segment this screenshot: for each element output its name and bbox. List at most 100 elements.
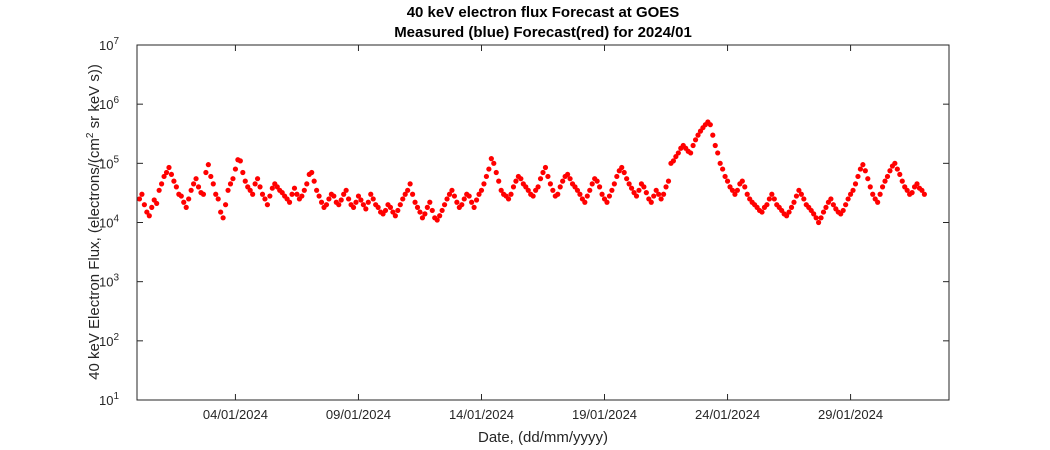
data-point <box>909 190 915 196</box>
x-tick-label: 09/01/2024 <box>326 407 391 422</box>
data-point <box>801 196 807 202</box>
data-point <box>336 202 342 208</box>
data-point <box>478 187 485 193</box>
data-point <box>658 196 664 202</box>
data-point <box>695 132 701 138</box>
data-point <box>350 204 357 210</box>
data-point <box>540 169 546 176</box>
data-point <box>461 196 467 202</box>
data-point <box>633 193 640 199</box>
data-point <box>424 204 430 210</box>
data-point <box>382 207 389 214</box>
data-point <box>363 206 369 212</box>
data-point <box>466 193 472 199</box>
data-point <box>574 187 581 193</box>
data-point <box>414 204 421 210</box>
data-point <box>887 168 893 174</box>
data-point <box>368 191 374 197</box>
chart-subtitle: Measured (blue) Forecast(red) for 2024/0… <box>394 24 692 41</box>
data-point <box>636 187 642 193</box>
data-point <box>759 209 765 215</box>
data-point <box>715 150 721 156</box>
data-point <box>136 196 143 202</box>
data-point <box>852 181 859 187</box>
data-point <box>178 193 184 199</box>
data-point <box>469 199 475 205</box>
data-point <box>879 184 886 190</box>
data-point <box>855 173 861 180</box>
data-point <box>341 191 347 197</box>
data-point <box>594 178 600 184</box>
y-tick-label: 102 <box>99 332 119 349</box>
data-point <box>840 207 846 214</box>
data-point <box>823 204 829 210</box>
data-point <box>252 181 258 187</box>
data-point <box>660 191 667 197</box>
data-point <box>488 156 494 162</box>
data-point <box>471 204 477 210</box>
data-point <box>505 196 512 202</box>
data-point <box>190 181 197 187</box>
data-point <box>619 164 625 171</box>
data-point <box>860 162 866 168</box>
data-point <box>692 137 699 143</box>
data-point <box>213 191 219 197</box>
data-point <box>146 213 152 219</box>
data-point <box>545 173 551 180</box>
data-point <box>429 207 435 214</box>
data-point <box>326 196 332 202</box>
data-point <box>208 173 214 180</box>
data-point <box>365 199 371 205</box>
data-point <box>476 191 482 197</box>
data-point <box>316 193 322 199</box>
data-point <box>892 160 898 166</box>
data-point <box>181 199 187 205</box>
data-point <box>353 199 359 205</box>
data-point <box>764 202 770 208</box>
x-tick-label: 04/01/2024 <box>203 407 268 422</box>
data-point <box>483 173 490 180</box>
data-point <box>788 204 795 210</box>
data-point <box>690 142 696 149</box>
data-point <box>648 199 654 205</box>
data-point <box>584 193 590 199</box>
data-point <box>254 176 261 182</box>
data-point <box>318 199 325 205</box>
data-point <box>439 207 445 214</box>
data-point <box>203 169 209 176</box>
data-point <box>395 207 401 214</box>
data-point <box>850 187 856 193</box>
data-point <box>309 169 315 176</box>
chart-title: 40 keV electron flux Forecast at GOES <box>407 4 680 21</box>
data-point <box>227 181 234 187</box>
data-point <box>557 184 563 190</box>
data-point <box>240 169 246 176</box>
x-tick-label: 24/01/2024 <box>695 407 760 422</box>
data-point <box>707 122 713 128</box>
data-point <box>732 191 738 197</box>
data-point <box>847 191 854 197</box>
data-point <box>604 199 610 205</box>
y-tick-label: 107 <box>99 36 119 53</box>
data-point <box>392 213 398 219</box>
data-point <box>565 171 571 178</box>
y-tick-label: 103 <box>99 273 119 290</box>
data-point <box>867 184 873 190</box>
data-point <box>862 168 868 174</box>
data-point <box>877 191 883 197</box>
data-point <box>547 181 553 187</box>
data-point <box>712 142 718 149</box>
data-point <box>262 196 268 202</box>
data-point <box>186 196 192 202</box>
data-point <box>904 187 910 193</box>
data-point <box>843 202 849 208</box>
data-point <box>338 197 344 203</box>
data-point <box>144 209 150 215</box>
data-point <box>830 202 836 208</box>
data-point <box>626 181 632 187</box>
data-point <box>387 204 394 210</box>
data-point <box>518 176 524 182</box>
data-point <box>498 187 504 193</box>
y-axis-label-sup: 2 <box>85 132 96 138</box>
y-axis-label-main: 40 keV Electron Flux, (electrons/(cm <box>86 138 103 380</box>
